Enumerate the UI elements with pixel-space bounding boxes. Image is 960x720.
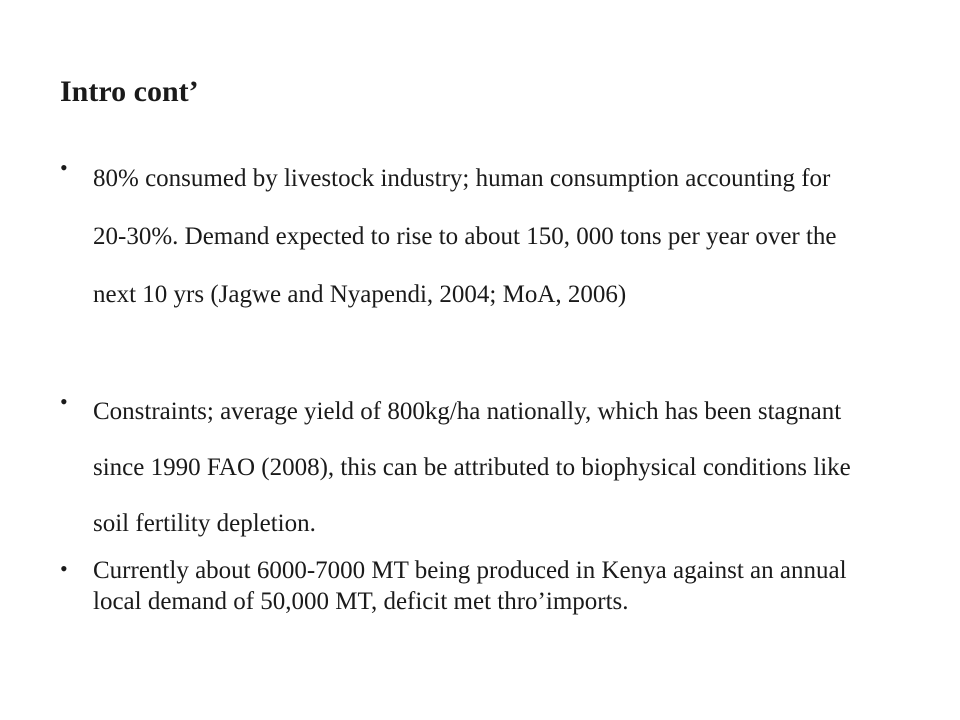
bullet-text: Constraints; average yield of 800kg/ha n… — [93, 398, 851, 537]
bullet-text: 80% consumed by livestock industry; huma… — [93, 165, 837, 308]
bullet-text: Currently about 6000-7000 MT being produ… — [93, 557, 847, 615]
bullet-item: • Currently about 6000-7000 MT being pro… — [60, 555, 860, 617]
bullet-item: • 80% consumed by livestock industry; hu… — [60, 150, 860, 324]
slide-title: Intro cont’ — [60, 75, 199, 108]
bullet-marker: • — [60, 556, 68, 581]
bullet-item: • Constraints; average yield of 800kg/ha… — [60, 384, 860, 552]
bullet-marker: • — [60, 389, 68, 414]
bullet-marker: • — [60, 155, 68, 180]
